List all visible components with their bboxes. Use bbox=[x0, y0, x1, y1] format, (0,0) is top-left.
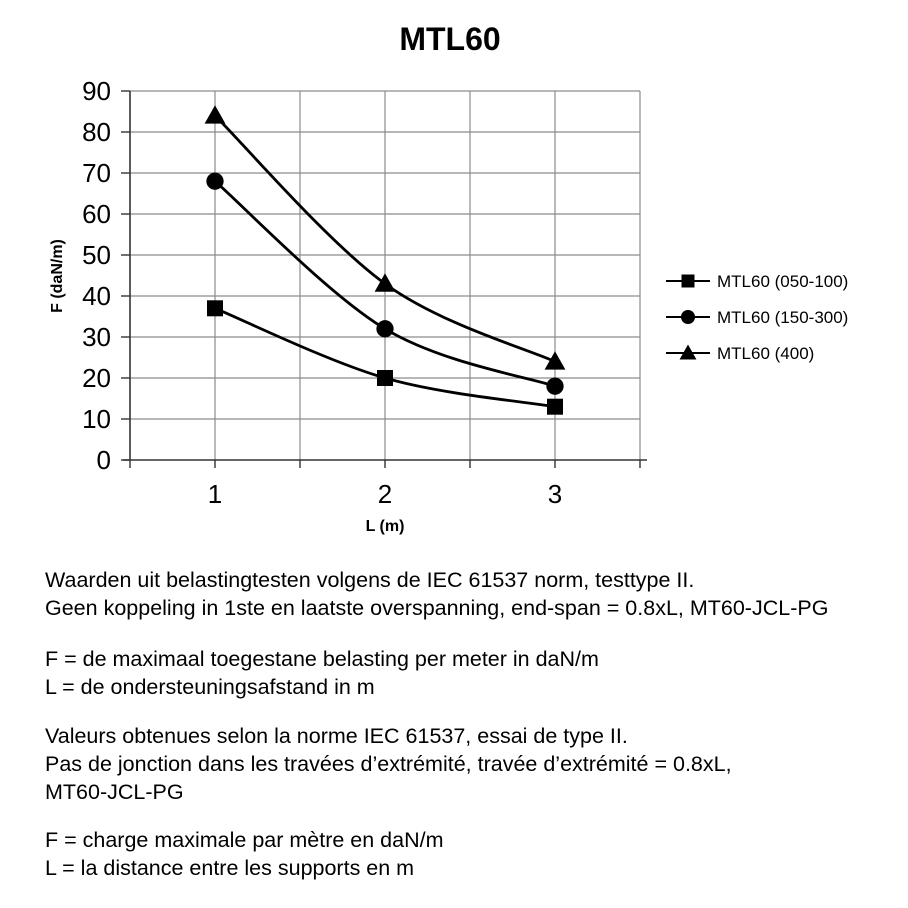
square-marker bbox=[207, 300, 223, 317]
circle-marker bbox=[546, 377, 564, 395]
legend-label: MTL60 (400) bbox=[717, 344, 814, 363]
legend-label: MTL60 (150-300) bbox=[717, 308, 848, 327]
square-marker bbox=[377, 370, 393, 386]
notes-block: Waarden uit belastingtesten volgens de I… bbox=[45, 566, 900, 882]
x-tick-label: 3 bbox=[548, 479, 562, 509]
series-1 bbox=[206, 172, 564, 395]
legend-label: MTL60 (050-100) bbox=[717, 272, 848, 291]
y-tick-label: 30 bbox=[82, 322, 111, 352]
circle-marker bbox=[680, 309, 696, 325]
y-tick-label: 40 bbox=[82, 281, 111, 311]
legend-entry: MTL60 (150-300) bbox=[666, 308, 848, 327]
y-tick-label: 20 bbox=[82, 363, 111, 393]
note-line: Waarden uit belastingtesten volgens de I… bbox=[45, 568, 695, 592]
x-tick-label: 1 bbox=[208, 479, 222, 509]
note-french-test: Valeurs obtenues selon la norme IEC 6153… bbox=[45, 722, 900, 806]
x-tick-label: 2 bbox=[378, 479, 392, 509]
y-tick-label: 60 bbox=[82, 199, 111, 229]
chart-title: MTL60 bbox=[399, 21, 500, 57]
note-line: Valeurs obtenues selon la norme IEC 6153… bbox=[45, 724, 628, 748]
y-tick-label: 0 bbox=[97, 445, 111, 475]
note-line: Pas de jonction dans les travées d’extré… bbox=[45, 752, 732, 776]
note-line: F = de maximaal toegestane belasting per… bbox=[45, 647, 599, 671]
note-dutch-test: Waarden uit belastingtesten volgens de I… bbox=[45, 566, 900, 622]
data-series bbox=[204, 105, 566, 415]
triangle-marker bbox=[679, 344, 697, 360]
legend-entry: MTL60 (050-100) bbox=[666, 272, 848, 291]
chart-legend: MTL60 (050-100) MTL60 (150-300) MTL60 (400… bbox=[666, 272, 848, 363]
y-tick-label: 70 bbox=[82, 158, 111, 188]
triangle-marker bbox=[374, 273, 396, 292]
legend-entry: MTL60 (400) bbox=[666, 344, 814, 363]
note-french-legend: F = charge maximale par mètre en daN/m L… bbox=[45, 826, 900, 882]
note-dutch-legend: F = de maximaal toegestane belasting per… bbox=[45, 645, 900, 701]
circle-marker bbox=[376, 320, 394, 338]
square-marker bbox=[547, 398, 563, 415]
y-tick-label: 90 bbox=[82, 76, 111, 106]
triangle-marker bbox=[544, 351, 566, 370]
x-axis-title: L (m) bbox=[366, 518, 405, 535]
square-marker bbox=[681, 274, 695, 288]
note-line: Geen koppeling in 1ste en laatste oversp… bbox=[45, 596, 829, 620]
note-line: F = charge maximale par mètre en daN/m bbox=[45, 828, 444, 852]
note-line: MT60-JCL-PG bbox=[45, 780, 184, 804]
y-tick-label: 10 bbox=[82, 404, 111, 434]
note-line: L = la distance entre les supports en m bbox=[45, 856, 415, 880]
y-axis-title: F (daN/m) bbox=[49, 239, 66, 313]
note-line: L = de ondersteuningsafstand in m bbox=[45, 675, 375, 699]
axes: 0 10 20 30 40 50 60 70 80 90 1 2 3 bbox=[82, 76, 647, 509]
circle-marker bbox=[206, 172, 224, 190]
series-0 bbox=[207, 300, 563, 415]
y-tick-label: 80 bbox=[82, 117, 111, 147]
triangle-marker bbox=[204, 105, 226, 124]
series-2 bbox=[204, 105, 566, 370]
y-tick-label: 50 bbox=[82, 240, 111, 270]
gridlines bbox=[130, 90, 641, 460]
